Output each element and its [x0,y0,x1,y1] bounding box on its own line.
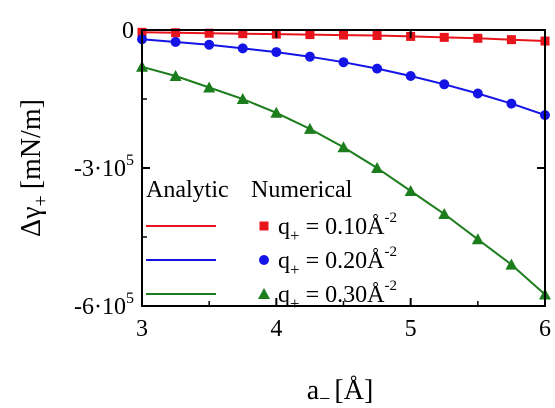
legend-label-sub-1: + [290,260,300,279]
series-0-point-5 [305,30,315,40]
series-2-point-2 [203,81,216,93]
series-2-point-9 [438,208,451,219]
y-tick-label-base-0: 0 [122,18,134,44]
x-tick-label-1: 4 [270,316,282,342]
y-tick-label-1: -3·105 [74,152,134,182]
series-1-point-11 [506,98,517,109]
legend-label-exp-2: -2 [384,278,397,294]
series-2 [136,60,551,300]
y-axis-label-unit: [mN/m] [16,99,47,189]
series-line-1 [141,38,546,117]
series-2-point-11 [505,258,518,270]
series-1 [137,34,550,121]
y-axis-label-sub: + [30,195,52,206]
legend-header-analytic: Analytic [146,177,229,203]
legend-label-val-2: = 0.30Å [300,282,386,308]
x-axis-label-unit: [Å] [334,375,373,406]
series-2-point-1 [169,70,182,81]
series-1-point-5 [304,51,315,62]
y-tick-label-exp-1: 5 [126,152,134,169]
legend-label-sub-0: + [290,226,300,245]
y-tick-label-base-1: -3·10 [74,156,126,182]
legend-label-var-1: q [278,248,290,274]
series-2-point-10 [471,233,484,245]
series-2-point-5 [303,122,316,134]
series-0-point-7 [372,31,382,41]
x-axis-label: a− [Å] [307,375,374,408]
series-0-point-11 [506,35,516,45]
legend-label-val-1: = 0.20Å [300,248,386,274]
series-2-point-7 [371,162,384,173]
series-2-point-3 [236,93,249,104]
legend-label-0: q+ = 0.10Å-2 [278,210,397,245]
x-axis-label-sub: − [319,388,330,408]
series-1-point-7 [372,63,383,74]
series-2-point-4 [270,106,283,118]
series-0-point-9 [439,32,449,42]
x-tick-label-2: 5 [405,316,417,342]
legend-label-1: q+ = 0.20Å-2 [278,244,397,279]
legend-marker-1 [259,255,269,265]
y-tick-label-base-2: -6·10 [74,294,126,320]
series-0-point-2 [204,28,214,38]
series-1-point-2 [204,39,215,50]
legend-label-val-0: = 0.10Å [300,214,386,240]
y-tick-label-0: 0 [122,18,134,44]
x-tick-label-0: 3 [136,316,148,342]
series-1-point-10 [472,88,483,99]
series-1-point-6 [338,57,349,68]
legend-label-var-2: q [278,282,290,308]
series-1-point-9 [439,79,450,90]
series-1-point-1 [170,36,181,47]
series-2-point-8 [404,185,417,196]
legend-header-numerical: Numerical [251,177,353,203]
y-tick-label-2: -6·105 [74,290,134,320]
legend-marker-2 [258,288,270,299]
series-0-point-3 [238,29,248,39]
y-axis-label-main: Δγ [16,207,47,237]
series-1-point-8 [405,71,416,81]
series-1-point-4 [271,47,282,58]
series-0-point-10 [473,33,483,43]
y-tick-label-exp-2: 5 [126,290,134,307]
series-0-point-6 [339,30,348,40]
legend-marker-0 [259,221,269,231]
series-1-point-3 [237,43,248,54]
series-0-point-1 [171,28,181,38]
x-tick-label-3: 6 [539,316,551,342]
x-axis-label-main: a [307,375,320,406]
legend-label-exp-0: -2 [384,210,397,226]
series-2-point-6 [337,141,350,153]
legend-label-exp-1: -2 [384,244,397,260]
legend-label-2: q+ = 0.30Å-2 [278,278,397,313]
y-axis-label: Δγ+ [mN/m] [16,99,52,237]
legend-label-var-0: q [278,214,290,240]
legend-label-sub-2: + [290,294,300,313]
